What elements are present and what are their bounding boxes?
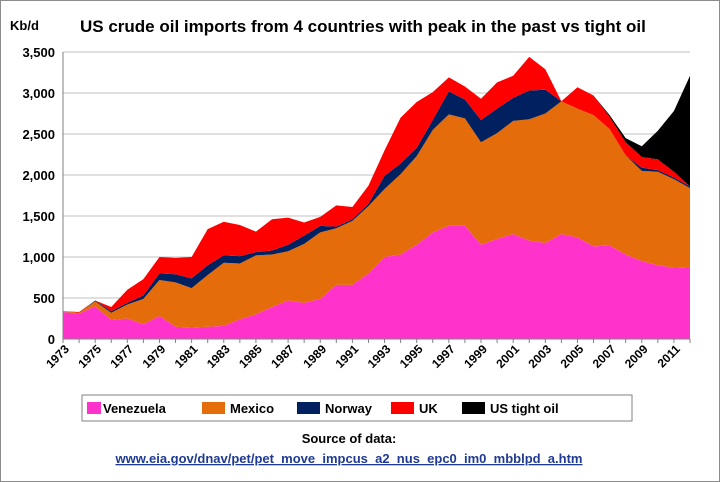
x-tick-label: 1991 xyxy=(333,342,362,371)
area-series xyxy=(63,56,690,339)
x-tick-label: 2003 xyxy=(525,342,554,371)
x-tick-label: 1979 xyxy=(140,342,169,371)
x-tick-label: 1985 xyxy=(236,342,265,371)
area-uk xyxy=(63,56,690,313)
x-tick-label: 1977 xyxy=(107,342,136,371)
area-mexico xyxy=(63,101,690,328)
legend-swatch xyxy=(462,402,485,414)
y-tick-label: 1,000 xyxy=(22,250,55,265)
legend-label: US tight oil xyxy=(490,401,559,416)
y-tick-labels: 0 500 1,000 1,500 2,000 2,500 3,000 3,500 xyxy=(22,45,55,347)
y-tick-label: 3,000 xyxy=(22,86,55,101)
legend-box xyxy=(81,394,633,422)
x-tick-label: 2001 xyxy=(493,342,522,371)
x-tick-label: 1997 xyxy=(429,342,458,371)
y-tick-label: 3,500 xyxy=(22,45,55,60)
legend: Venezuela Mexico Norway UK US tight oil xyxy=(81,394,633,422)
x-tick-label: 1975 xyxy=(75,342,104,371)
x-tick-label: 1999 xyxy=(461,342,490,371)
chart-title: US crude oil imports from 4 countries wi… xyxy=(80,17,646,36)
legend-label: Mexico xyxy=(230,401,274,416)
x-tick-label: 2007 xyxy=(590,342,619,371)
x-tick-label: 1989 xyxy=(300,342,329,371)
x-tick-label: 2011 xyxy=(655,342,684,371)
x-tick-label: 2005 xyxy=(558,342,587,371)
y-tick-label: 500 xyxy=(33,291,55,306)
x-tick-labels: 1973 1975 1977 1979 1981 1983 1985 1987 1989 1991… xyxy=(43,342,683,371)
legend-swatch xyxy=(391,402,414,414)
legend-swatch xyxy=(202,402,225,414)
x-tick-label: 1995 xyxy=(397,342,426,371)
x-tick-label: 2009 xyxy=(622,342,651,371)
source-url-link[interactable]: www.eia.gov/dnav/pet/pet_move_impcus_a2_… xyxy=(115,451,583,466)
legend-label: Norway xyxy=(325,401,373,416)
x-tick-label: 1983 xyxy=(204,342,233,371)
source-label: Source of data: xyxy=(302,431,397,446)
y-tick-label: 0 xyxy=(48,332,55,347)
y-tick-label: 2,500 xyxy=(22,127,55,142)
x-tick-label: 1987 xyxy=(268,342,297,371)
legend-swatch xyxy=(87,402,101,414)
legend-label: Venezuela xyxy=(103,401,167,416)
y-axis-unit: Kb/d xyxy=(10,18,39,33)
y-tick-label: 2,000 xyxy=(22,168,55,183)
axes xyxy=(62,52,691,343)
legend-swatch xyxy=(297,402,320,414)
legend-label: UK xyxy=(419,401,438,416)
x-tick-label: 1993 xyxy=(365,342,394,371)
area-venezuela xyxy=(63,225,690,339)
x-tick-label: 1981 xyxy=(172,342,201,371)
y-tick-label: 1,500 xyxy=(22,209,55,224)
